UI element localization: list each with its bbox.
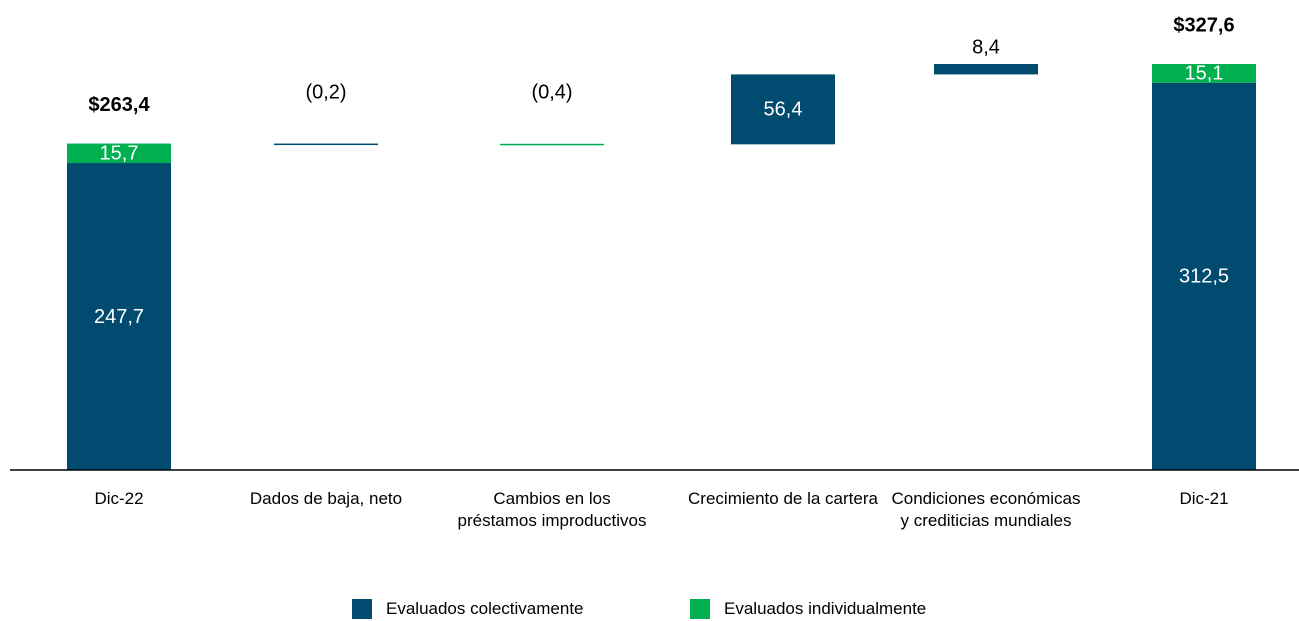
- value-label: 247,7: [94, 306, 144, 328]
- x-tick-label: Dic-21: [1179, 489, 1229, 508]
- legend-item: Evaluados colectivamente: [352, 599, 584, 619]
- value-label: (0,2): [305, 81, 346, 103]
- bar-segment: [1152, 82, 1256, 470]
- value-label: 56,4: [764, 99, 803, 121]
- x-tick-label: Condiciones económicas y crediticias mun…: [891, 489, 1081, 530]
- x-tick-label: Crecimiento de la cartera: [688, 489, 878, 508]
- bar-segment: [67, 163, 171, 470]
- legend-swatch: [690, 599, 710, 619]
- total-label: $327,6: [1173, 14, 1234, 36]
- x-tick-label: Cambios en los préstamos improductivos: [457, 489, 647, 530]
- value-label: (0,4): [531, 81, 572, 103]
- legend-label: Evaluados individualmente: [724, 599, 927, 618]
- x-tick-label: Dic-22: [94, 489, 144, 508]
- bar-segment: [274, 143, 378, 146]
- legend-label: Evaluados colectivamente: [386, 599, 584, 618]
- total-label: $263,4: [88, 94, 150, 116]
- bar-segment: [500, 143, 604, 146]
- x-tick-label: Dados de baja, neto: [249, 489, 403, 508]
- legend-item: Evaluados individualmente: [690, 599, 926, 619]
- value-label: 15,1: [1185, 63, 1224, 85]
- value-label: 312,5: [1179, 266, 1229, 288]
- bar-segment: [934, 64, 1038, 75]
- bar-segment: [67, 143, 171, 164]
- value-label: 8,4: [972, 36, 1000, 58]
- legend-swatch: [352, 599, 372, 619]
- bar-segment: [1152, 64, 1256, 83]
- value-label: 15,7: [100, 143, 139, 165]
- bar-segment: [731, 74, 835, 145]
